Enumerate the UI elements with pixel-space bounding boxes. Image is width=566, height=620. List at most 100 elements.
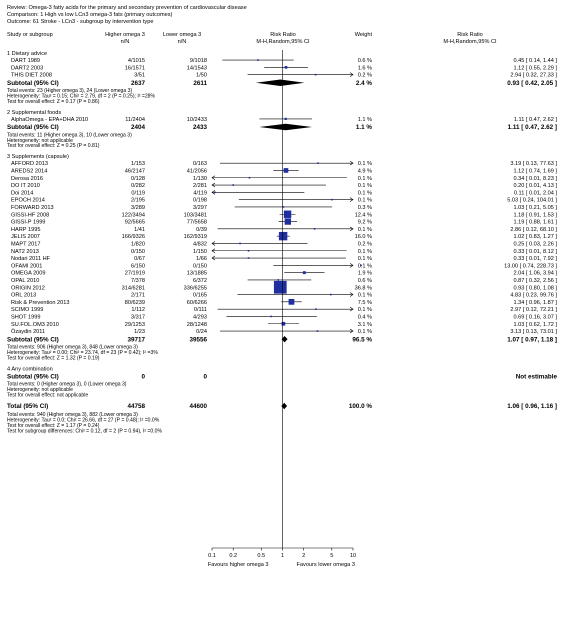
effect-square: [273, 280, 287, 294]
study-weight: 16.0 %: [355, 234, 372, 240]
study-ci-text: 13.00 [ 0.74, 228.73 ]: [504, 263, 557, 269]
summary-note: Total events: 0 (Higher omega 3), 0 (Low…: [7, 382, 127, 388]
ci-arrow-left: [211, 190, 216, 195]
ci-arrow-left: [211, 241, 216, 246]
total-ci-text: 1.06 [ 0.96, 1.16 ]: [507, 403, 557, 410]
total-weight: 100.0 %: [349, 403, 373, 410]
lower-omega3-events: 41/2056: [187, 168, 207, 174]
study-name: FORWARD 2013: [11, 205, 54, 211]
lower-omega3-events: 4/832: [193, 241, 207, 247]
study-weight: 0.3 %: [358, 205, 372, 211]
study-name: GISSI-P 1999: [11, 220, 45, 226]
study-name: Özaydin 2011: [11, 328, 45, 335]
study-name: DO IT 2010: [11, 183, 40, 189]
study-ci-text: 0.20 [ 0.01, 4.13 ]: [513, 183, 557, 189]
lower-omega3-events: 77/5658: [187, 220, 207, 226]
study-name: HARP 1995: [11, 227, 40, 233]
study-ci-text: 2.97 [ 0.12, 72.21 ]: [510, 307, 557, 313]
subtotal-ci-text: 1.11 [ 0.47, 2.62 ]: [508, 124, 557, 131]
ci-arrow-right: [349, 328, 354, 334]
higher-omega3-events: 314/6281: [122, 285, 145, 291]
study-weight: 3.1 %: [358, 322, 372, 328]
higher-omega3-events: 166/9326: [122, 234, 145, 240]
study-ci-text: 3.13 [ 0.13, 73.01 ]: [510, 329, 557, 335]
study-weight: 1.9 %: [358, 271, 372, 277]
higher-omega3-events: 0/150: [131, 249, 145, 255]
axis-tick-label: 0.1: [208, 553, 216, 559]
higher-omega3-events: 2/195: [131, 198, 145, 204]
study-weight: 0.1 %: [358, 307, 372, 313]
comparison-title: Comparison: 1 High vs low LCn3 omega-3 f…: [7, 12, 173, 18]
study-weight: 0.1 %: [358, 293, 372, 299]
favours-right-label: Favours lower omega 3: [297, 562, 355, 568]
higher-omega3-events: 27/1919: [125, 271, 145, 277]
summary-note: Total events: 23 (Higher omega 3), 24 (L…: [7, 88, 132, 94]
subtotal-diamond: [259, 123, 312, 131]
col-study: Study or subgroup: [7, 32, 53, 38]
ci-arrow-right: [349, 72, 354, 77]
higher-omega3-events: 0/282: [131, 183, 145, 189]
higher-omega3-events: 0/119: [131, 190, 145, 196]
study-ci-text: 0.33 [ 0.01, 8.12 ]: [513, 249, 557, 255]
higher-omega3-events: 1/153: [131, 161, 145, 167]
axis-tick-label: 5: [330, 553, 333, 559]
study-weight: 4.9 %: [358, 168, 372, 174]
study-ci-text: 1.18 [ 0.91, 1.53 ]: [513, 212, 557, 218]
summary-note: Test for overall effect: Z = 1.32 (P = 0…: [7, 355, 100, 361]
study-name: AFFORD 2013: [11, 161, 48, 167]
study-name: MAPT 2017: [11, 241, 40, 247]
ci-arrow-right: [349, 160, 354, 166]
study-ci-text: 1.03 [ 0.62, 1.72 ]: [513, 322, 557, 328]
summary-note: Test for overall effect: Z = 1.17 (P = 0…: [7, 423, 100, 429]
col-weight: Weight: [355, 32, 373, 38]
effect-square: [283, 210, 292, 218]
study-ci-text: 0.25 [ 0.03, 2.26 ]: [513, 241, 557, 247]
subtotal-label: Subtotal (95% CI): [7, 373, 59, 380]
col-rr: Risk Ratio: [270, 32, 296, 38]
study-ci-text: 1.19 [ 0.88, 1.61 ]: [513, 220, 557, 226]
summary-note: Test for overall effect: Z = 0.17 (P = 0…: [7, 99, 100, 105]
lower-omega3-events: 1/66: [196, 256, 207, 262]
summary-note: Heterogeneity: Tau² = 0.0; Chi² = 26.66,…: [7, 418, 160, 424]
lower-omega3-events: 336/6255: [184, 285, 207, 291]
summary-note: Heterogeneity: not applicable: [7, 138, 73, 144]
favours-left-label: Favours higher omega 3: [208, 562, 269, 568]
study-name: THIS DIET 2008: [11, 73, 52, 79]
effect-square: [239, 242, 241, 245]
ci-arrow-right: [349, 292, 354, 297]
study-name: Risk & Prevention 2013: [11, 300, 69, 306]
study-ci-text: 0.69 [ 0.16, 3.07 ]: [513, 314, 557, 320]
study-ci-text: 3.19 [ 0.13, 77.63 ]: [510, 161, 557, 167]
lower-omega3-events: 0/165: [193, 293, 207, 299]
study-name: SCIMO 1999: [11, 307, 43, 313]
higher-omega3-events: 46/2147: [125, 168, 145, 174]
effect-square: [360, 264, 362, 267]
outcome-title: Outcome: 61 Stroke - LCn3 - subgroup by …: [7, 19, 153, 25]
subgroup-heading: 3 Supplements (capsule): [7, 154, 69, 160]
study-name: NAT2 2013: [11, 249, 39, 255]
higher-omega3-events: 92/5665: [125, 220, 145, 226]
study-ci-text: 1.12 [ 0.55, 2.29 ]: [513, 65, 557, 71]
subtotal-ci-text: 1.07 [ 0.97, 1.18 ]: [507, 336, 557, 343]
col-rr-right: Risk Ratio: [457, 32, 483, 38]
subtotal-higher-n: 39717: [127, 336, 145, 343]
study-weight: 0.6 %: [358, 58, 372, 64]
study-name: JELIS 2007: [11, 234, 40, 240]
study-name: ORL 2013: [11, 293, 36, 299]
effect-square: [317, 162, 319, 164]
effect-square: [247, 257, 250, 259]
higher-omega3-events: 3/51: [134, 73, 145, 79]
x-axis: 0.1 0.2 0.5 1 2 5 10 Favours higher omega 3 Favo…: [208, 50, 356, 568]
subtotal-weight: 2.4 %: [356, 80, 373, 87]
higher-omega3-events: 1/23: [134, 329, 145, 335]
subgroup-heading: 1 Dietary advice: [7, 51, 47, 57]
lower-omega3-events: 4/119: [193, 190, 207, 196]
study-ci-text: 5.03 [ 0.24, 104.01 ]: [507, 198, 557, 204]
axis-tick-label: 0.2: [229, 553, 237, 559]
summary-note: Heterogeneity: not applicable: [7, 387, 73, 393]
lower-omega3-events: 3/297: [193, 205, 207, 211]
lower-omega3-events: 10/2433: [187, 117, 207, 123]
ci-arrow-right: [349, 306, 354, 312]
summary-note: Test for overall effect: not applicable: [7, 392, 88, 398]
